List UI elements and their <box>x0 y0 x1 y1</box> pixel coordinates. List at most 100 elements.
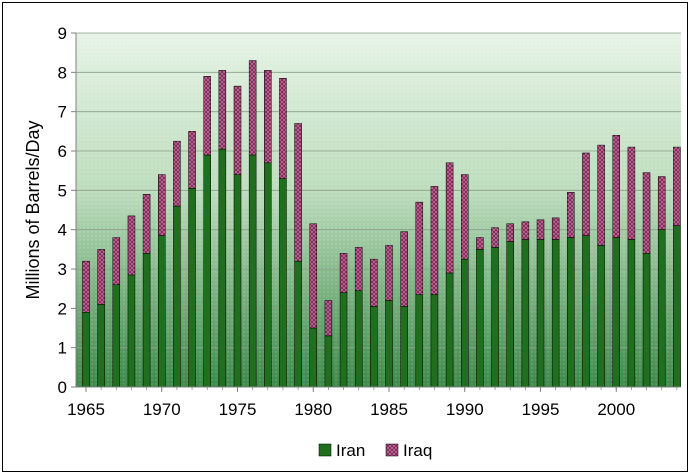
x-tick-label: 2000 <box>597 400 635 419</box>
bar-iran-1998 <box>582 235 590 388</box>
bar-iraq-1971 <box>173 140 181 207</box>
bar-iran-1989 <box>445 272 454 388</box>
x-tick-label: 1980 <box>294 400 332 419</box>
bar-iraq-1988 <box>430 186 439 295</box>
bar-iraq-1975 <box>233 85 242 175</box>
bar-iran-1988 <box>430 294 439 388</box>
bar-iraq-1996 <box>551 217 560 240</box>
y-tick-label: 1 <box>58 339 67 358</box>
legend-swatch-iraq <box>385 443 399 457</box>
bar-iran-1983 <box>354 290 363 388</box>
oil-production-chart: 0 1 2 3 4 5 6 7 8 9 1965 1970 1975 1980 1985 1990 1995 2… <box>23 24 681 460</box>
bar-iraq-1980 <box>309 223 317 329</box>
bar-iran-1987 <box>415 294 424 388</box>
x-tick-label: 1990 <box>446 400 484 419</box>
x-tick-label: 1995 <box>522 400 560 419</box>
bar-iraq-2004 <box>673 146 681 226</box>
y-tick-label: 6 <box>58 142 67 161</box>
bar-iraq-1970 <box>158 174 166 236</box>
x-tick-label: 1965 <box>67 400 105 419</box>
bar-iraq-1977 <box>264 70 272 164</box>
bar-iran-1995 <box>536 239 545 388</box>
bar-iran-1978 <box>279 178 287 388</box>
bar-iraq-1982 <box>339 253 348 293</box>
bar-iran-1990 <box>461 258 469 388</box>
bar-iran-1979 <box>294 260 302 388</box>
bar-iraq-1998 <box>582 152 590 236</box>
bar-iraq-1978 <box>279 77 287 179</box>
bar-iraq-1991 <box>476 237 484 250</box>
bar-iran-1973 <box>203 154 211 388</box>
bar-iraq-1969 <box>142 194 151 254</box>
bar-iran-1997 <box>567 237 575 388</box>
bar-iran-1986 <box>400 306 408 388</box>
bar-iraq-1979 <box>294 123 302 262</box>
bar-iran-1992 <box>491 247 499 388</box>
bar-iran-1965 <box>82 312 90 388</box>
bar-iran-1966 <box>97 304 105 388</box>
y-tick-label: 9 <box>58 24 67 43</box>
legend-label-iran: Iran <box>336 441 365 460</box>
legend: Iran Iraq <box>318 441 432 460</box>
bar-iraq-1986 <box>400 231 408 307</box>
bar-iran-1968 <box>127 274 136 388</box>
bar-iran-1996 <box>551 239 560 388</box>
chart-frame: 0 1 2 3 4 5 6 7 8 9 1965 1970 1975 1980 1985 1990 1995 2… <box>2 2 688 472</box>
bar-iraq-2002 <box>642 172 651 254</box>
bar-iraq-1999 <box>597 144 605 246</box>
bar-iraq-1981 <box>324 300 333 337</box>
bar-iraq-1985 <box>385 245 393 301</box>
bar-iraq-1972 <box>188 131 196 189</box>
bar-series <box>82 60 681 388</box>
bar-iran-1974 <box>218 148 227 388</box>
bar-iran-1971 <box>173 205 181 388</box>
bar-iran-1991 <box>476 249 484 388</box>
bar-iraq-1989 <box>445 162 454 274</box>
x-tick-label: 1970 <box>143 400 181 419</box>
bar-iraq-2000 <box>612 135 620 238</box>
bar-iran-2001 <box>627 239 636 388</box>
y-axis-title: Millions of Barrels/Day <box>23 120 43 299</box>
legend-label-iraq: Iraq <box>403 441 432 460</box>
bar-iran-1975 <box>233 174 242 388</box>
bar-iraq-1966 <box>97 249 105 305</box>
bar-iran-2000 <box>612 237 620 388</box>
bar-iran-1976 <box>248 154 257 388</box>
bar-iran-2003 <box>657 229 666 388</box>
y-tick-label: 4 <box>58 221 67 240</box>
bar-iraq-1997 <box>567 192 575 238</box>
bar-iran-1982 <box>339 292 348 388</box>
bar-iran-1981 <box>324 335 333 388</box>
bar-iran-1993 <box>506 241 514 388</box>
x-tick-label: 1985 <box>370 400 408 419</box>
bar-iraq-1990 <box>461 174 469 260</box>
bar-iraq-1973 <box>203 76 211 156</box>
y-tick-label: 3 <box>58 260 67 279</box>
bar-iran-2004 <box>673 225 681 388</box>
bar-iraq-1983 <box>354 247 363 291</box>
bar-iraq-1984 <box>370 258 378 307</box>
bar-iran-2002 <box>642 253 651 388</box>
y-tick-labels: 0 1 2 3 4 5 6 7 8 9 <box>58 24 76 397</box>
legend-swatch-iran <box>318 443 332 457</box>
bar-iran-1994 <box>521 239 530 388</box>
bar-iran-1977 <box>264 162 272 388</box>
y-tick-label: 8 <box>58 63 67 82</box>
bar-iraq-1987 <box>415 201 424 295</box>
bar-iraq-1993 <box>506 223 514 242</box>
bar-iraq-1968 <box>127 215 136 276</box>
x-tick-labels: 1965 1970 1975 1980 1985 1990 1995 2000 <box>67 387 678 419</box>
bar-iraq-1994 <box>521 221 530 240</box>
y-tick-label: 0 <box>58 378 67 397</box>
bar-iran-1972 <box>188 188 196 388</box>
bar-iran-1980 <box>309 327 317 388</box>
bar-iraq-1965 <box>82 260 90 313</box>
y-tick-label: 2 <box>58 299 67 318</box>
plot-area-texture <box>76 33 681 387</box>
x-tick-label: 1975 <box>219 400 257 419</box>
bar-iran-1970 <box>158 235 166 388</box>
y-tick-label: 7 <box>58 103 67 122</box>
bar-iran-1984 <box>370 306 378 388</box>
bar-iraq-1995 <box>536 219 545 240</box>
bar-iran-1967 <box>112 284 121 388</box>
